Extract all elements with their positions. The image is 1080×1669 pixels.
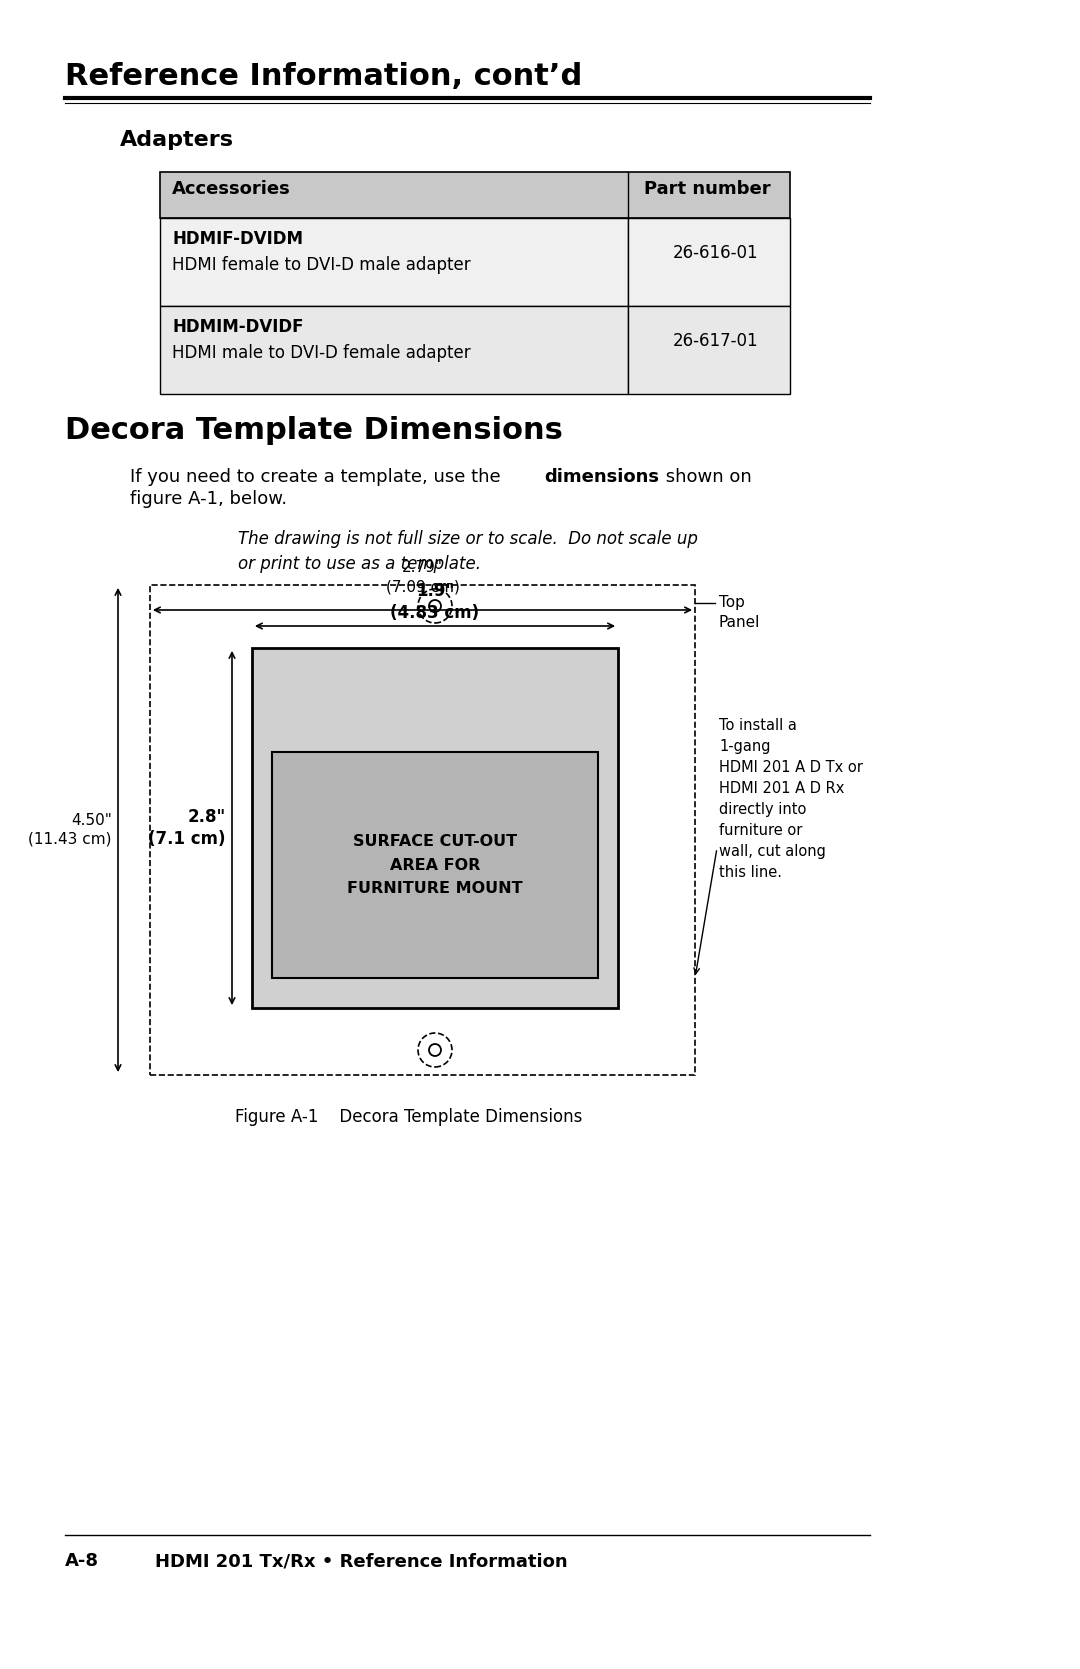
Bar	[627, 305, 789, 394]
Bar	[150, 586, 696, 1075]
Text: A-8: A-8	[65, 1552, 99, 1571]
Text: HDMIF-DVIDM: HDMIF-DVIDM	[172, 230, 303, 249]
Bar	[160, 219, 627, 305]
Text: 26-616-01: 26-616-01	[673, 244, 758, 262]
Text: HDMI 201 Tx/Rx • Reference Information: HDMI 201 Tx/Rx • Reference Information	[156, 1552, 568, 1571]
Text: Part number: Part number	[644, 180, 771, 199]
Bar	[627, 219, 789, 305]
Text: 4.50"
(11.43 cm): 4.50" (11.43 cm)	[28, 813, 112, 846]
Bar	[272, 753, 598, 978]
Text: The drawing is not full size or to scale.  Do not scale up
or print to use as a : The drawing is not full size or to scale…	[238, 531, 698, 572]
Text: Decora Template Dimensions: Decora Template Dimensions	[65, 416, 563, 446]
Bar	[252, 648, 618, 1008]
Text: Figure A-1    Decora Template Dimensions: Figure A-1 Decora Template Dimensions	[235, 1108, 582, 1127]
Text: HDMI female to DVI-D male adapter: HDMI female to DVI-D male adapter	[172, 255, 471, 274]
Bar	[160, 305, 627, 394]
Text: dimensions: dimensions	[544, 467, 659, 486]
Bar	[160, 172, 789, 219]
Text: Adapters: Adapters	[120, 130, 234, 150]
Text: HDMI male to DVI-D female adapter: HDMI male to DVI-D female adapter	[172, 344, 471, 362]
Text: To install a
1-gang
HDMI 201 A D Tx or
HDMI 201 A D Rx
directly into
furniture o: To install a 1-gang HDMI 201 A D Tx or H…	[719, 718, 863, 880]
Text: Reference Information, cont’d: Reference Information, cont’d	[65, 62, 582, 92]
Text: SURFACE CUT-OUT
AREA FOR
FURNITURE MOUNT: SURFACE CUT-OUT AREA FOR FURNITURE MOUNT	[347, 834, 523, 896]
Text: 2.79"
(7.09 cm): 2.79" (7.09 cm)	[386, 561, 459, 594]
Text: figure A-1, below.: figure A-1, below.	[130, 491, 287, 507]
Text: HDMIM-DVIDF: HDMIM-DVIDF	[172, 319, 303, 335]
Text: 1.9"
(4.83 cm): 1.9" (4.83 cm)	[391, 582, 480, 623]
Text: Accessories: Accessories	[172, 180, 291, 199]
Text: If you need to create a template, use the: If you need to create a template, use th…	[130, 467, 507, 486]
Text: 26-617-01: 26-617-01	[673, 332, 758, 350]
Text: shown on: shown on	[660, 467, 752, 486]
Text: 2.8"
(7.1 cm): 2.8" (7.1 cm)	[149, 808, 226, 848]
Text: Top
Panel: Top Panel	[719, 596, 760, 629]
